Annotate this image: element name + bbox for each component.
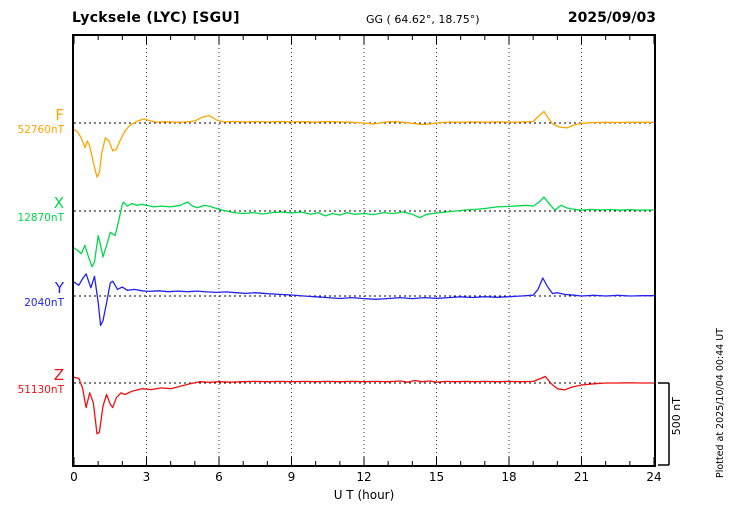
x-tick-label: 12 [356, 470, 372, 484]
x-tick-label: 3 [142, 470, 151, 484]
series-baseline-F: 52760nT [17, 124, 64, 136]
plot-date: 2025/09/03 [567, 10, 656, 26]
series-name-F: F [55, 106, 64, 124]
series-label-X: X 12870nT [0, 195, 64, 225]
magnetogram-traces [74, 36, 654, 465]
station-title: Lycksele (LYC) [SGU] [72, 10, 240, 26]
series-label-Z: Z 51130nT [0, 367, 64, 397]
x-tick-label: 15 [428, 470, 445, 484]
x-axis-title: U T (hour) [333, 488, 395, 502]
series-label-Y: Y 2040nT [0, 280, 64, 310]
series-label-F: F 52760nT [0, 107, 64, 137]
plot-area [72, 34, 656, 467]
scale-bar-label: 500 nT [670, 397, 683, 436]
geo-coordinates: GG ( 64.62°, 18.75°) [366, 13, 480, 26]
series-name-X: X [53, 194, 64, 212]
series-baseline-Y: 2040nT [24, 297, 64, 309]
x-tick-label: 18 [501, 470, 517, 484]
x-tick-label: 0 [70, 470, 78, 484]
scale-bar [658, 382, 670, 466]
series-baseline-X: 12870nT [17, 212, 64, 224]
series-name-Y: Y [54, 279, 64, 297]
x-tick-label: 21 [573, 470, 590, 484]
x-tick-label: 6 [215, 470, 223, 484]
series-name-Z: Z [53, 366, 64, 384]
x-tick-label: 24 [646, 470, 662, 484]
series-baseline-Z: 51130nT [17, 384, 64, 396]
plotted-at-timestamp: Plotted at 2025/10/04 00:44 UT [715, 327, 726, 478]
x-tick-label: 9 [287, 470, 296, 484]
